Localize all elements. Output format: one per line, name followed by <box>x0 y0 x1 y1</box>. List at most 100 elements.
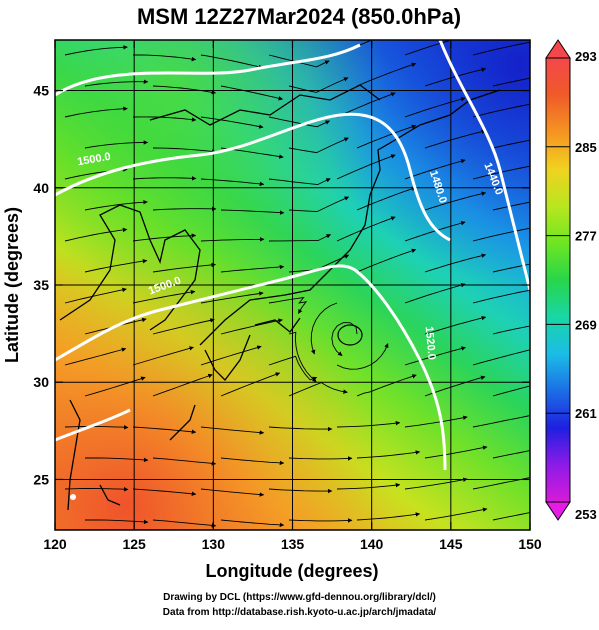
streamline-arrow <box>200 291 264 304</box>
streamline-arrow <box>404 283 466 304</box>
streamline-arrow <box>268 426 333 432</box>
streamline-arrow <box>336 216 396 242</box>
streamline-arrow <box>64 487 129 492</box>
streamline-arrow <box>85 457 149 463</box>
streamline-arrow <box>424 191 487 211</box>
streamline-arrow <box>132 488 197 497</box>
streamline-arrow <box>356 62 417 87</box>
streamline-arrow <box>132 176 197 181</box>
colorbar-tick-label: 285 <box>575 140 597 155</box>
colorbar-top-arrow <box>545 39 571 59</box>
streamline-arrow <box>220 209 285 215</box>
streamline-arrow <box>84 79 149 87</box>
streamline-arrow <box>356 186 417 211</box>
streamline-arrow <box>404 477 468 490</box>
streamline-arrow <box>64 106 128 118</box>
lat-lon-grid <box>55 40 530 530</box>
streamline-arrow <box>288 456 353 461</box>
streamline-arrow <box>220 372 281 397</box>
streamline-arrow <box>268 488 333 494</box>
streamline-arrow <box>472 165 530 180</box>
contour-line-3 <box>55 264 447 471</box>
streamline-arrow <box>132 116 197 122</box>
streamline-arrow <box>220 519 285 528</box>
streamline-arrow <box>200 178 265 187</box>
x-tick-label: 150 <box>518 536 542 552</box>
streamline-arrow <box>132 289 196 304</box>
x-tick-label: 130 <box>202 536 226 552</box>
china-coast <box>67 399 81 511</box>
streamline-arrow <box>64 227 128 242</box>
streamline-arrow <box>152 457 217 466</box>
streamline-arrow <box>404 415 468 428</box>
colorbar-tick-label: 261 <box>575 406 597 421</box>
streamline-arrow <box>336 92 396 118</box>
streamline-arrow <box>404 40 453 56</box>
streamline-arrow <box>200 426 265 435</box>
streamline-arrow <box>424 129 487 149</box>
streamline-arrow <box>404 159 466 180</box>
streamline-arrow <box>356 374 417 397</box>
y-axis-label: Latitude (degrees) <box>2 207 22 363</box>
streamline-arrow <box>85 519 149 525</box>
streamline-arrow <box>424 445 488 459</box>
streamline-arrow <box>492 77 530 87</box>
japan-honshu-coast <box>199 139 396 346</box>
streamline-arrow <box>288 331 317 383</box>
streamline-arrow <box>132 346 194 366</box>
colorbar-tick-label: 293 <box>575 49 597 64</box>
streamline-arrow <box>472 415 530 428</box>
streamline-arrow <box>64 45 128 56</box>
streamline-arrow <box>152 85 217 95</box>
y-tick-label: 30 <box>33 374 49 390</box>
colorbar-bottom-arrow <box>545 501 571 521</box>
x-tick-label: 145 <box>439 536 463 552</box>
low-pressure-swirl <box>337 324 363 346</box>
x-tick-label: 140 <box>360 536 384 552</box>
streamline-arrow <box>152 519 217 528</box>
contour-line-5 <box>55 408 131 442</box>
streamline-arrow <box>336 420 401 428</box>
manchuria-coast <box>149 84 381 126</box>
y-tick-label: 40 <box>33 180 49 196</box>
credit-data: Data from http://database.rish.kyoto-u.a… <box>162 607 437 618</box>
streamline-arrow <box>220 264 285 273</box>
streamline-arrow <box>472 477 530 490</box>
streamline-arrow <box>152 262 216 273</box>
streamline-arrow <box>424 253 487 273</box>
y-axis-ticks: 25 30 35 40 45 <box>33 83 530 487</box>
streamline-arrow <box>64 287 127 304</box>
x-tick-label: 125 <box>122 536 146 552</box>
streamline-arrow <box>288 77 349 93</box>
white-dot-marker <box>70 494 76 500</box>
streamline-arrow <box>220 85 284 101</box>
streamline-arrow <box>472 41 530 56</box>
streamline-arrow <box>424 67 487 87</box>
streamline-arrow <box>356 248 417 273</box>
streamline-arrow <box>424 315 487 335</box>
streamline-arrow <box>200 116 264 129</box>
height-contours <box>55 40 530 471</box>
credit-drawing: Drawing by DCL (https://www.gfd-dennou.o… <box>163 592 436 603</box>
streamline-arrow <box>200 488 265 497</box>
hokkaido-coast <box>394 89 501 141</box>
korean-peninsula-coast <box>59 204 201 331</box>
streamline-arrow <box>310 302 338 355</box>
streamline-arrow <box>356 450 421 459</box>
streamline-arrow <box>288 518 353 523</box>
contour-line-4 <box>438 40 530 291</box>
x-axis-label: Longitude (degrees) <box>205 561 378 581</box>
streamline-arrow <box>64 347 127 366</box>
contour-label: 1500.0 <box>76 151 111 169</box>
streamline-arrow <box>356 512 421 521</box>
streamline-arrow <box>132 233 197 242</box>
contour-line-2 <box>55 112 451 242</box>
streamline-arrow <box>288 382 348 397</box>
streamline-arrow <box>336 154 396 180</box>
streamline-arrow <box>472 227 530 242</box>
colorbar-tick-label: 269 <box>575 317 597 332</box>
streamline-arrow <box>200 54 264 70</box>
streamline-arrow <box>64 425 129 430</box>
